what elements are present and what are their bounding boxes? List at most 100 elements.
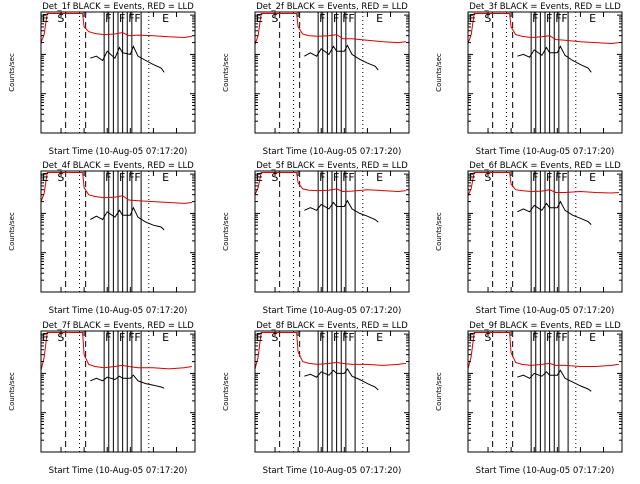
annotation-label: F	[319, 331, 325, 344]
annotation-label: F	[532, 171, 538, 184]
annotation-label: E	[589, 12, 596, 25]
annotation-label: F	[532, 331, 538, 344]
y-axis-label: Counts/sec	[435, 53, 443, 92]
annotation-label: F	[348, 171, 354, 184]
plot-frame	[254, 330, 410, 453]
data-region	[41, 172, 192, 231]
annotation-label: F	[319, 12, 325, 25]
series-line-lld	[41, 172, 192, 204]
x-axis-label: Start Time (10-Aug-05 07:17:20)	[476, 466, 615, 476]
annotation-label: E	[469, 12, 476, 25]
annotation-label: F	[546, 331, 552, 344]
annotation-label: F	[561, 171, 567, 184]
annotation-label: F	[348, 12, 354, 25]
annotation-label: F	[128, 331, 134, 344]
annotation-label: F	[128, 171, 134, 184]
plot-frame	[40, 11, 196, 134]
annotation-label: E	[256, 331, 263, 344]
series-line-events	[517, 45, 592, 73]
annotation-label: S	[57, 331, 64, 344]
y-axis-label: Counts/sec	[8, 372, 16, 411]
panel-title: Det_6f BLACK = Events, RED = LLD	[469, 161, 621, 171]
data-region	[255, 332, 406, 391]
series-line-lld	[255, 332, 406, 370]
annotation-label: E	[42, 171, 49, 184]
plot-frame	[467, 11, 623, 134]
series-line-lld	[255, 172, 406, 195]
series-line-lld	[255, 13, 406, 45]
annotation-label: F	[105, 171, 111, 184]
annotation-label: F	[342, 12, 348, 25]
data-region	[468, 172, 619, 225]
panel-title: Det_5f BLACK = Events, RED = LLD	[256, 161, 408, 171]
panel-title: Det_7f BLACK = Events, RED = LLD	[42, 321, 194, 331]
series-line-lld	[41, 13, 192, 43]
annotation-label: E	[256, 171, 263, 184]
panel-title: Det_4f BLACK = Events, RED = LLD	[42, 161, 194, 171]
data-region	[255, 13, 406, 71]
annotation-label: F	[561, 331, 567, 344]
annotation-label: F	[561, 12, 567, 25]
annotation-label: S	[484, 331, 491, 344]
annotation-label: F	[128, 12, 134, 25]
annotation-label: F	[555, 331, 561, 344]
series-line-events	[90, 45, 165, 73]
annotation-label: F	[342, 171, 348, 184]
y-axis-label: Counts/sec	[435, 212, 443, 251]
x-axis-label: Start Time (10-Aug-05 07:17:20)	[263, 466, 402, 476]
series-line-lld	[468, 332, 619, 370]
plot-frame	[40, 330, 196, 453]
data-region	[468, 13, 619, 73]
annotation-label: F	[105, 12, 111, 25]
annotation-label: S	[57, 171, 64, 184]
annotation-label: F	[319, 171, 325, 184]
annotation-label: F	[119, 331, 125, 344]
annotation-label: F	[119, 12, 125, 25]
annotation-label: F	[134, 171, 140, 184]
annotation-label: F	[555, 12, 561, 25]
plot-frame	[254, 11, 410, 134]
panel-title: Det_3f BLACK = Events, RED = LLD	[469, 2, 621, 12]
annotation-label: F	[348, 331, 354, 344]
panel-title: Det_9f BLACK = Events, RED = LLD	[469, 321, 621, 331]
series-line-events	[304, 44, 379, 71]
annotation-label: E	[162, 12, 169, 25]
data-region	[468, 332, 619, 392]
x-axis-label: Start Time (10-Aug-05 07:17:20)	[476, 306, 615, 316]
data-region	[255, 172, 406, 223]
annotation-label: F	[119, 171, 125, 184]
series-line-lld	[468, 13, 619, 45]
annotation-label: E	[469, 171, 476, 184]
annotation-label: S	[484, 12, 491, 25]
plot-frame	[467, 330, 623, 453]
annotation-label: F	[546, 12, 552, 25]
annotation-label: E	[376, 12, 383, 25]
x-axis-label: Start Time (10-Aug-05 07:17:20)	[476, 147, 615, 157]
annotation-label: S	[484, 171, 491, 184]
series-line-lld	[41, 332, 192, 371]
x-axis-label: Start Time (10-Aug-05 07:17:20)	[49, 466, 188, 476]
data-region	[41, 332, 192, 389]
annotation-label: F	[546, 171, 552, 184]
y-axis-label: Counts/sec	[435, 372, 443, 411]
annotation-label: F	[532, 12, 538, 25]
annotation-label: E	[42, 331, 49, 344]
annotation-label: F	[333, 12, 339, 25]
annotation-label: S	[57, 12, 64, 25]
data-region	[41, 13, 192, 73]
series-line-events	[90, 374, 165, 389]
annotation-label: E	[469, 331, 476, 344]
annotation-label: S	[271, 171, 278, 184]
annotation-label: F	[342, 331, 348, 344]
x-axis-label: Start Time (10-Aug-05 07:17:20)	[49, 147, 188, 157]
y-axis-label: Counts/sec	[222, 53, 230, 92]
annotation-label: F	[134, 12, 140, 25]
y-axis-label: Counts/sec	[8, 212, 16, 251]
